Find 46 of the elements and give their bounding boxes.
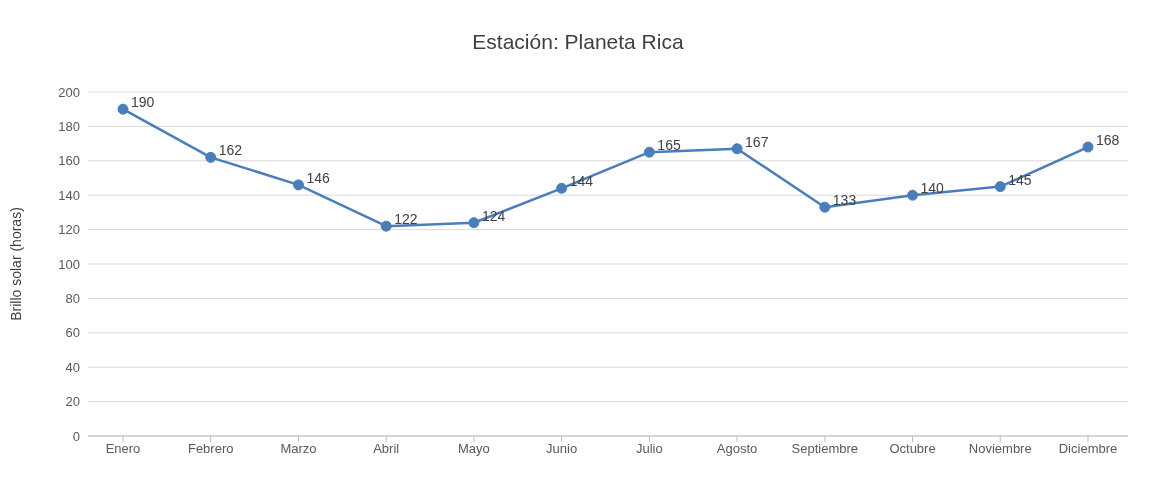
x-tick-label: Marzo [280, 441, 317, 457]
y-tick-label: 160 [58, 153, 80, 169]
point [819, 201, 831, 213]
x-tick-label: Abril [373, 441, 400, 457]
point [117, 103, 129, 115]
point [205, 151, 217, 163]
data-label: 168 [1096, 132, 1120, 149]
x-tick-label: Mayo [458, 441, 490, 457]
y-tick-label: 200 [58, 84, 80, 100]
y-tick-label: 80 [65, 291, 80, 307]
point [643, 146, 655, 158]
point [556, 182, 568, 194]
data-label: 190 [131, 94, 155, 111]
chart-title: Estación: Planeta Rica [471, 30, 685, 54]
data-label: 146 [306, 169, 331, 186]
data-label: 133 [832, 192, 857, 209]
data-label: 165 [657, 137, 681, 154]
y-tick-label: 100 [58, 256, 80, 272]
point [468, 217, 480, 229]
x-tick-label: Diciembre [1058, 441, 1118, 457]
y-tick-label: 40 [65, 359, 80, 375]
x-tick-label: Octubre [889, 441, 936, 457]
point [1082, 141, 1094, 153]
point [994, 181, 1006, 193]
x-tick-label: Julio [635, 441, 663, 457]
data-label: 167 [745, 133, 769, 150]
y-tick-label: 180 [58, 119, 80, 135]
x-tick-label: Febrero [187, 441, 234, 457]
y-tick-label: 0 [72, 428, 80, 444]
x-tick-label: Septiembre [791, 441, 859, 457]
data-label: 162 [218, 142, 243, 159]
point [380, 220, 392, 232]
x-tick-label: Agosto [716, 441, 758, 457]
x-tick-label: Enero [105, 441, 141, 457]
data-label: 140 [920, 180, 945, 197]
y-axis-title: Brillo solar (horas) [7, 207, 24, 321]
y-tick-label: 60 [65, 325, 80, 341]
data-label: 122 [394, 211, 418, 228]
point [292, 179, 304, 191]
point [731, 143, 743, 155]
point [907, 189, 919, 201]
x-tick-label: Junio [546, 441, 578, 457]
y-tick-label: 120 [58, 222, 80, 238]
y-tick-label: 20 [65, 394, 80, 410]
x-tick-label: Noviembre [968, 441, 1032, 457]
y-tick-label: 140 [58, 187, 80, 203]
